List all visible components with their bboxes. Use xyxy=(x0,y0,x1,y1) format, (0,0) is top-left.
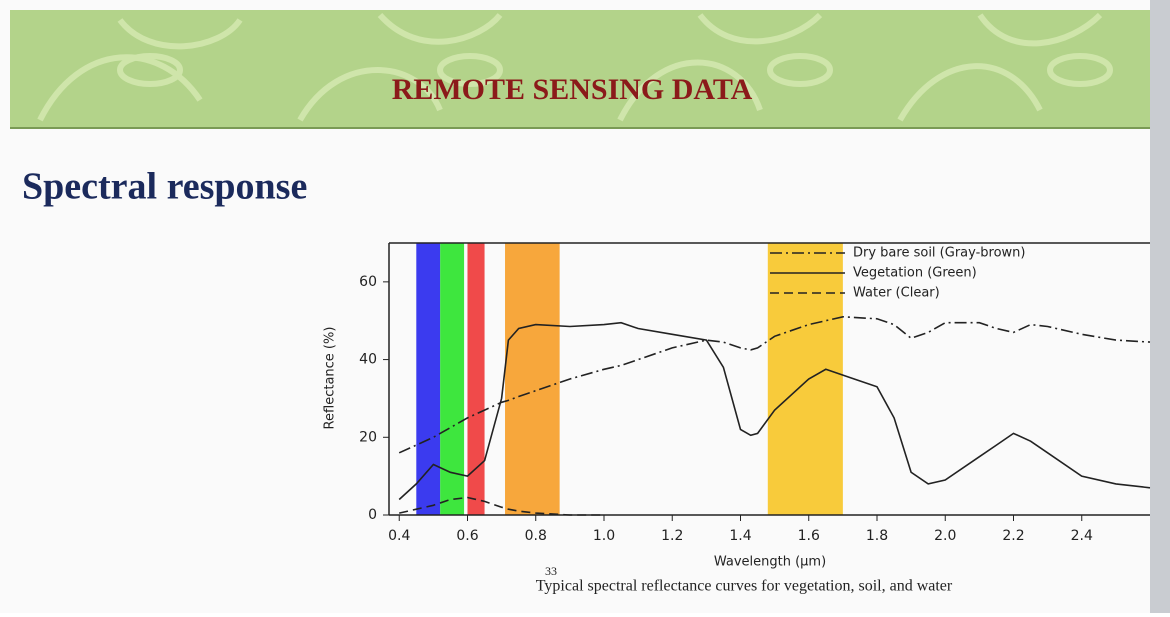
legend-label: Vegetation (Green) xyxy=(853,266,977,281)
wavelength-band xyxy=(505,243,560,515)
x-tick-label: 1.0 xyxy=(593,528,615,544)
chart-caption: Typical spectral reflectance curves for … xyxy=(536,578,953,595)
slide-heading: Spectral response xyxy=(22,166,307,208)
x-tick-label: 2.2 xyxy=(1002,528,1024,544)
x-tick-label: 1.8 xyxy=(866,528,888,544)
y-tick-label: 20 xyxy=(359,429,377,445)
x-tick-label: 1.6 xyxy=(798,528,820,544)
x-tick-label: 1.2 xyxy=(661,528,683,544)
slide-header: REMOTE SENSING DATA xyxy=(392,73,753,106)
x-axis-label: Wavelength (μm) xyxy=(714,555,826,570)
y-axis-label: Reflectance (%) xyxy=(323,327,338,430)
x-tick-label: 0.4 xyxy=(388,528,410,544)
page: REMOTE SENSING DATA Spectral response 33… xyxy=(0,0,1170,613)
slide: REMOTE SENSING DATA Spectral response 33… xyxy=(0,0,1170,613)
legend-label: Dry bare soil (Gray-brown) xyxy=(853,246,1026,261)
side-strip xyxy=(1150,0,1170,613)
y-tick-label: 0 xyxy=(368,507,377,523)
legend-label: Water (Clear) xyxy=(853,286,940,301)
wavelength-band xyxy=(416,243,440,515)
x-tick-label: 0.6 xyxy=(456,528,478,544)
x-tick-label: 1.4 xyxy=(729,528,751,544)
x-tick-label: 0.8 xyxy=(525,528,547,544)
x-tick-label: 2.4 xyxy=(1071,528,1093,544)
x-tick-label: 2.0 xyxy=(934,528,956,544)
y-tick-label: 60 xyxy=(359,274,377,290)
y-tick-label: 40 xyxy=(359,352,377,368)
page-number: 33 xyxy=(545,564,557,578)
wavelength-band xyxy=(768,243,843,515)
